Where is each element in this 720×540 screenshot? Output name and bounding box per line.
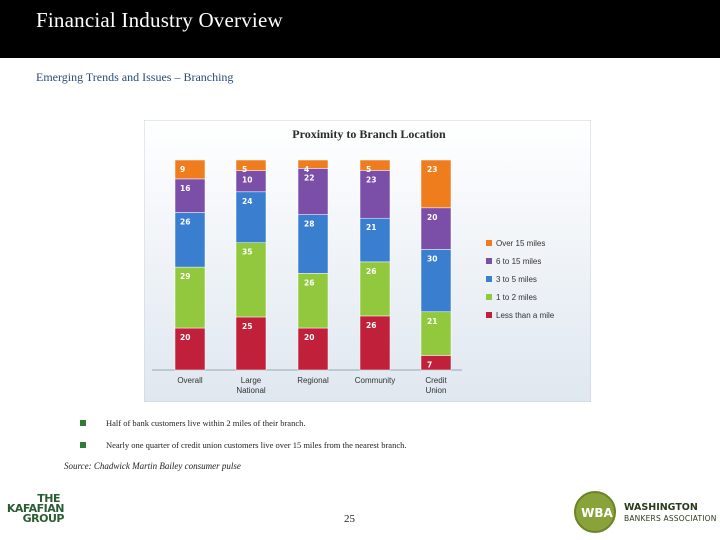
data-label: 22 <box>304 173 314 182</box>
bar-segment <box>235 191 267 243</box>
data-label: 4 <box>304 165 309 174</box>
legend-label: Less than a mile <box>496 311 555 320</box>
category-label: Regional <box>297 376 329 385</box>
data-label: 29 <box>180 272 190 281</box>
data-label: 20 <box>304 333 314 342</box>
legend-swatch <box>486 276 492 282</box>
category-label: National <box>236 386 266 395</box>
bar-segment <box>420 207 452 250</box>
data-label: 10 <box>242 176 252 185</box>
data-label: 25 <box>242 322 252 331</box>
category-label: Union <box>426 386 447 395</box>
category-label: Overall <box>177 376 203 385</box>
bar-segment <box>297 168 329 215</box>
data-label: 5 <box>242 165 247 174</box>
data-label: 21 <box>366 223 376 232</box>
bullet-text: Nearly one quarter of credit union custo… <box>106 440 407 450</box>
bar-segment <box>359 261 391 317</box>
chart-container: Proximity to Branch Location 20 29 26 16 9 Ove… <box>143 119 592 403</box>
bar-segment <box>297 214 329 274</box>
data-label: 20 <box>427 213 437 222</box>
bullet-item: Nearly one quarter of credit union custo… <box>80 434 700 456</box>
bar-segment <box>235 242 267 318</box>
bar-segment <box>235 316 267 371</box>
wba-name-line1: WASHINGTON <box>624 502 698 513</box>
bar-segment <box>297 273 329 329</box>
category-label: Community <box>355 376 395 385</box>
bar-segment <box>297 159 329 169</box>
bar-segment <box>420 249 452 313</box>
data-label: 7 <box>427 360 432 369</box>
logo-line: THE <box>37 492 60 505</box>
data-label: 26 <box>180 218 190 227</box>
data-label: 23 <box>366 175 376 184</box>
data-label: 35 <box>242 248 252 257</box>
bar-segment <box>174 178 206 213</box>
legend-swatch <box>486 258 492 264</box>
data-label: 28 <box>304 220 314 229</box>
legend-swatch <box>486 240 492 246</box>
category-label: Large <box>241 376 262 385</box>
chart-title: Proximity to Branch Location <box>292 127 446 141</box>
bar-segment <box>420 159 452 209</box>
bullet-square-icon <box>80 420 86 426</box>
bar-segment <box>359 159 391 171</box>
data-label: 26 <box>366 321 376 330</box>
legend-label: 3 to 5 miles <box>496 275 537 284</box>
bullet-square-icon <box>80 442 86 448</box>
bar-segment <box>359 315 391 371</box>
bar-segment <box>297 327 329 371</box>
bullet-list: Half of bank customers live within 2 mil… <box>80 412 700 456</box>
logo-line: GROUP <box>22 512 65 525</box>
bar-segment <box>235 159 267 171</box>
bar-segment <box>174 212 206 268</box>
legend-label: Over 15 miles <box>496 239 545 248</box>
legend-swatch <box>486 312 492 318</box>
kafafian-group-logo: THE KAFAFIAN GROUP <box>4 492 68 540</box>
wba-badge-icon: WBA <box>574 491 616 533</box>
data-label: 30 <box>427 254 437 263</box>
data-label: 16 <box>180 184 190 193</box>
slide-title: Financial Industry Overview <box>36 8 283 32</box>
wba-logo: WBA WASHINGTON BANKERS ASSOCIATION <box>572 489 720 535</box>
bullet-item: Half of bank customers live within 2 mil… <box>80 412 700 434</box>
data-label: 9 <box>180 165 185 174</box>
page-number: 25 <box>344 513 355 525</box>
data-label: 24 <box>242 197 252 206</box>
bullet-text: Half of bank customers live within 2 mil… <box>106 418 306 428</box>
legend-label: 6 to 15 miles <box>496 257 541 266</box>
category-label: Credit <box>425 376 447 385</box>
bar-segment <box>420 355 452 371</box>
legend-swatch <box>486 294 492 300</box>
bar-segment <box>420 311 452 356</box>
data-label: 26 <box>366 267 376 276</box>
logo-line: KAFAFIAN <box>6 502 65 515</box>
wba-badge-text: WBA <box>581 506 613 520</box>
header-bar: Financial Industry Overview <box>0 0 720 58</box>
data-label: 5 <box>366 165 371 174</box>
stacked-bar-chart: Proximity to Branch Location 20 29 26 16 9 Ove… <box>143 119 592 403</box>
data-label: 21 <box>427 317 437 326</box>
wba-name-line2: BANKERS ASSOCIATION <box>624 514 717 523</box>
data-label: 20 <box>180 333 190 342</box>
data-label: 26 <box>304 278 314 287</box>
source-note: Source: Chadwick Martin Bailey consumer … <box>64 461 241 471</box>
bar-segment <box>359 170 391 219</box>
bar-segment <box>174 327 206 371</box>
bar-segment <box>174 159 206 180</box>
legend-label: 1 to 2 miles <box>496 293 537 302</box>
slide-subtitle: Emerging Trends and Issues – Branching <box>36 70 234 84</box>
data-label: 23 <box>427 165 437 174</box>
bar-segment <box>359 217 391 263</box>
